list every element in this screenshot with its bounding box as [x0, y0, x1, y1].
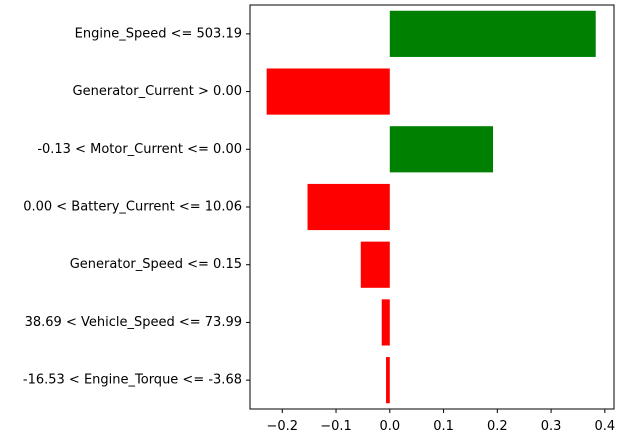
y-tick-label: -16.53 < Engine_Torque <= -3.68: [23, 373, 242, 388]
plot-frame: [249, 4, 615, 410]
bar-3: [389, 126, 494, 173]
y-tick-label: Generator_Speed <= 0.15: [70, 257, 242, 272]
y-tick-label: Generator_Current > 0.00: [73, 84, 242, 99]
x-tick-label: −0.2: [266, 419, 298, 434]
y-tick-label: -0.13 < Motor_Current <= 0.00: [37, 142, 242, 157]
bars-group: [266, 10, 596, 404]
y-tick-label: 0.00 < Battery_Current <= 10.06: [23, 200, 242, 215]
y-tick-labels: Engine_Speed <= 503.19 Generator_Current …: [23, 26, 250, 388]
x-ticks: −0.2 −0.1 0.0 0.1 0.2 0.3 0.4: [266, 409, 615, 434]
bar-6: [381, 299, 390, 346]
x-tick-label: −0.1: [320, 419, 352, 434]
x-tick-label: 0.1: [433, 419, 454, 434]
x-tick-label: 0.2: [487, 419, 508, 434]
bar-2: [266, 68, 390, 115]
bar-4: [307, 183, 390, 231]
bar-7: [386, 357, 390, 404]
plot-area: [250, 5, 614, 409]
bar-5: [360, 241, 390, 288]
y-tick-label: 38.69 < Vehicle_Speed <= 73.99: [25, 315, 242, 330]
x-tick-label: 0.0: [379, 419, 400, 434]
bar-1: [389, 10, 596, 57]
x-tick-label: 0.3: [541, 419, 562, 434]
x-tick-label: 0.4: [595, 419, 616, 434]
y-tick-label: Engine_Speed <= 503.19: [75, 26, 242, 41]
